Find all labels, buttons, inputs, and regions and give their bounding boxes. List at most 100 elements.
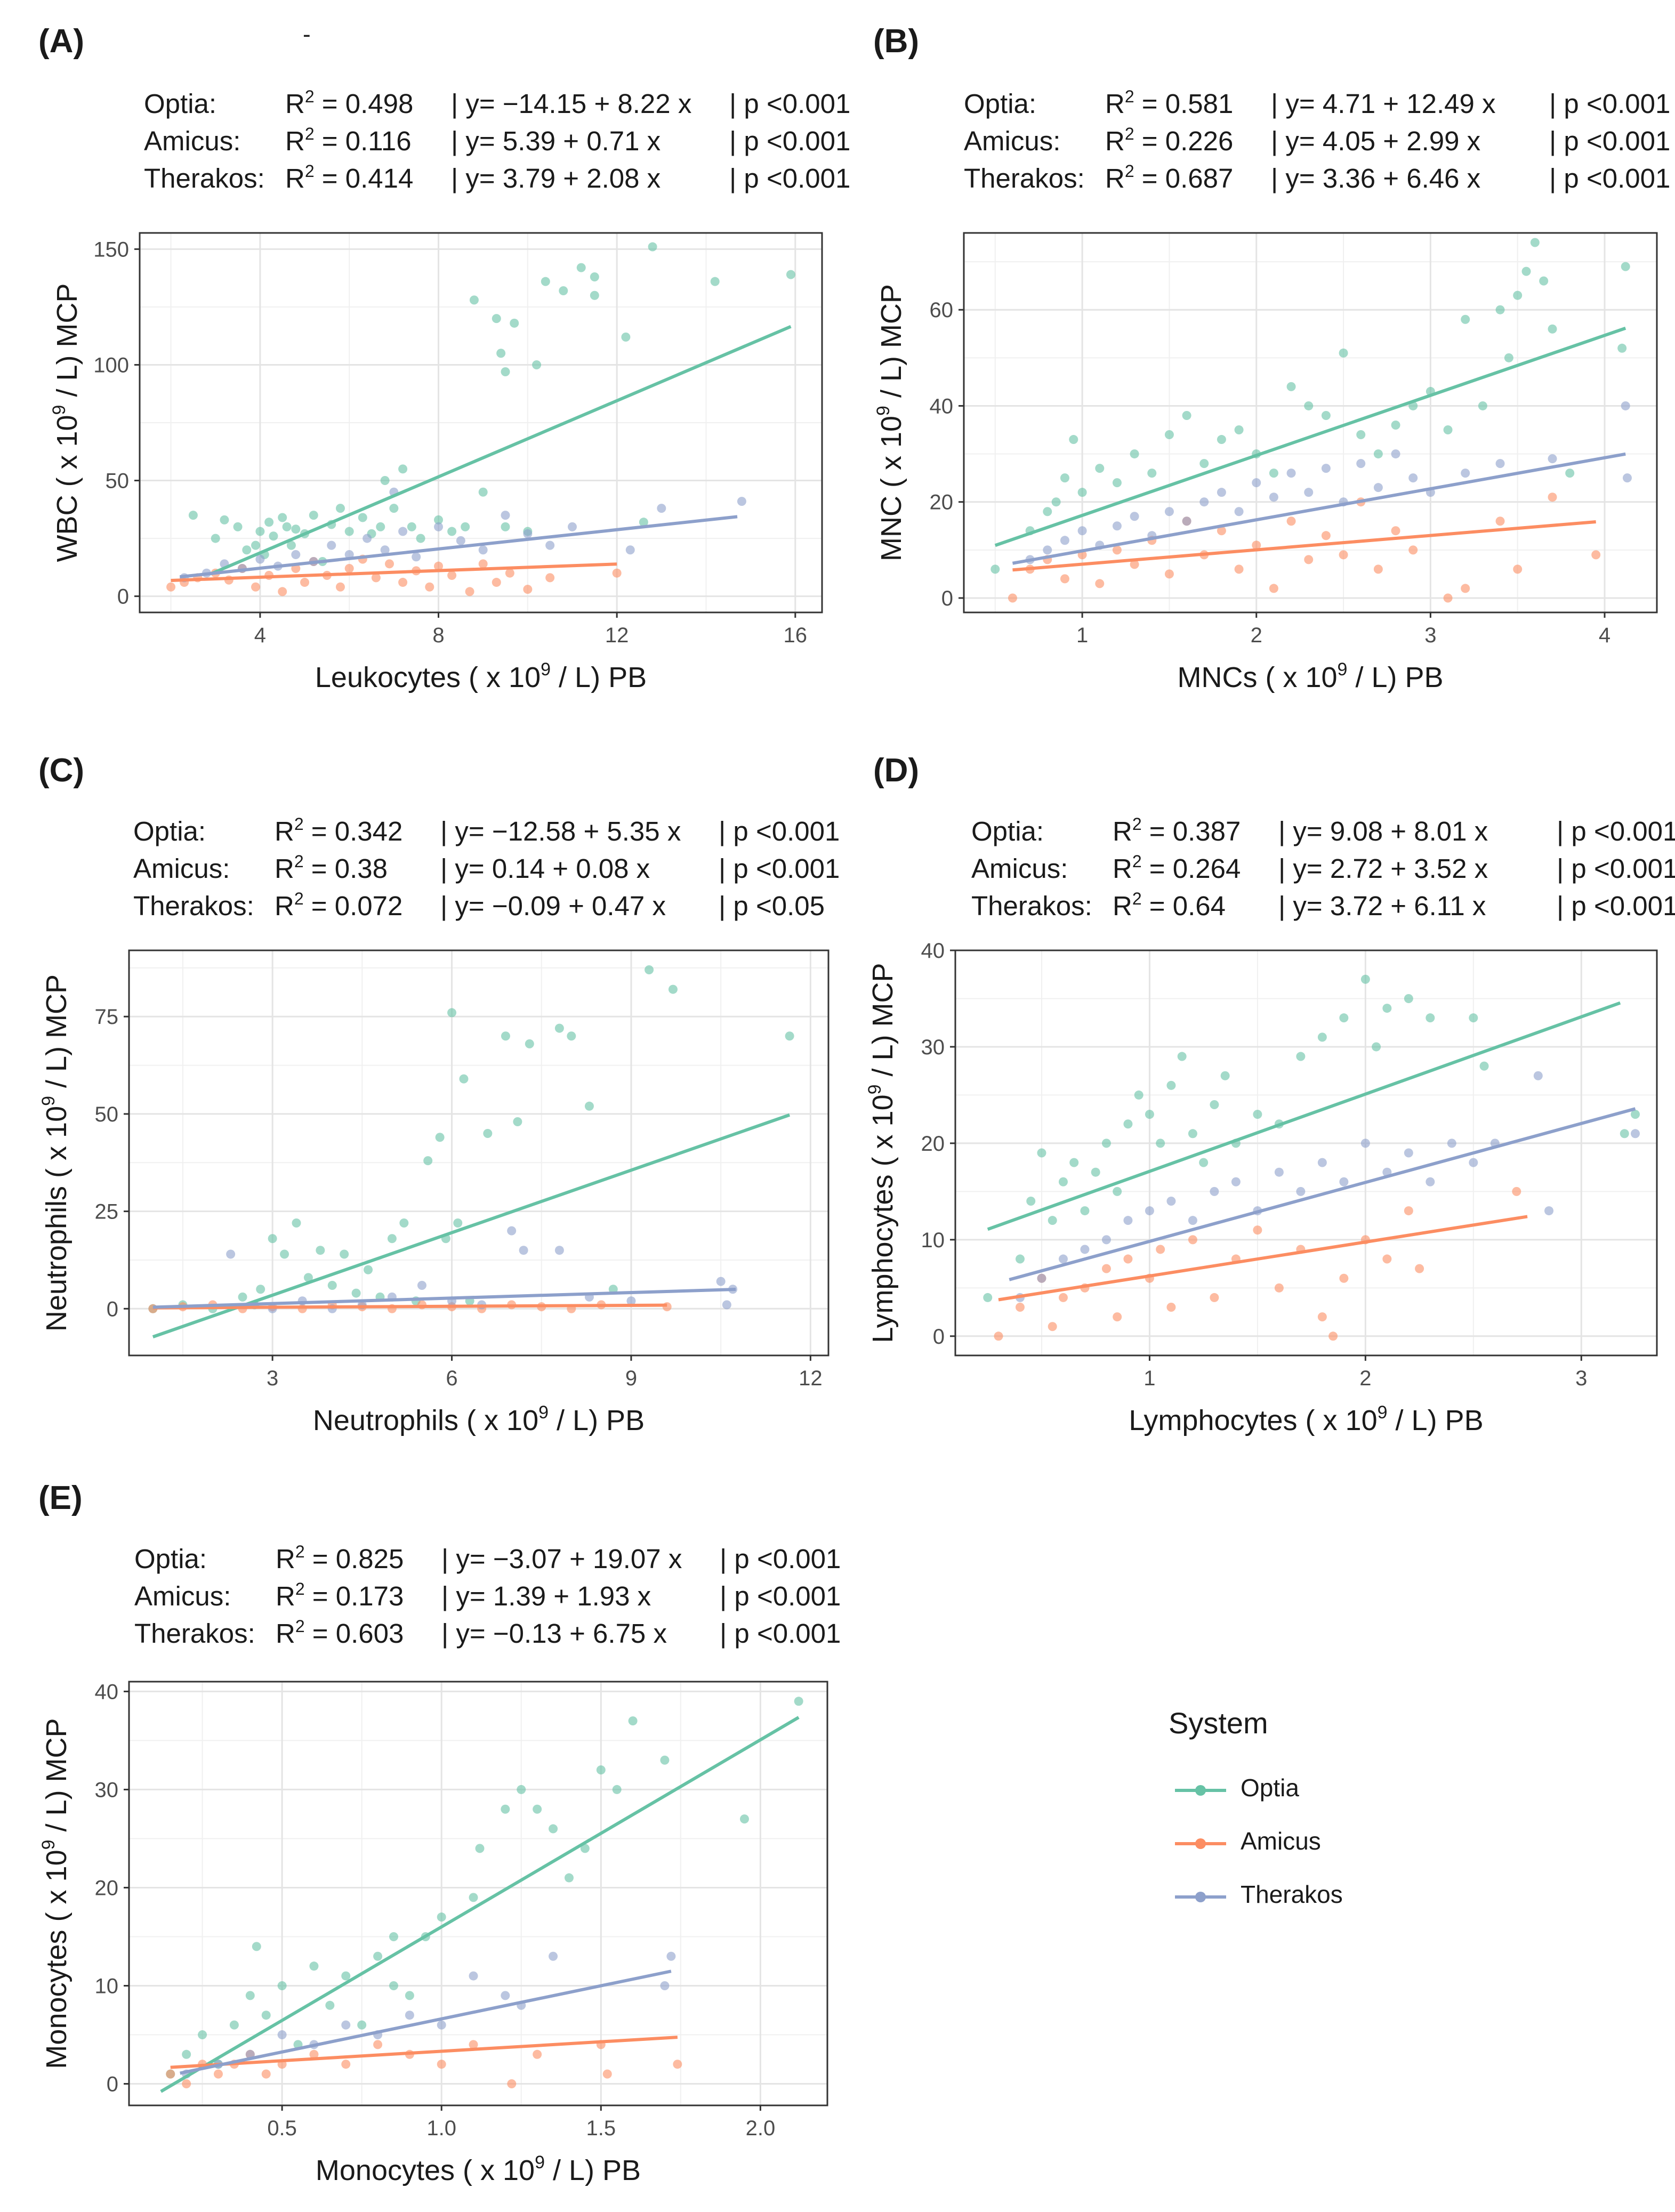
- data-point: [1112, 478, 1122, 488]
- x-axis-label-main: Lymphocytes ( x 10: [1129, 1404, 1377, 1436]
- legend-key-amicus: [1175, 1838, 1226, 1849]
- series-therakos: [1015, 1071, 1640, 1302]
- stats-system: Amicus:: [133, 853, 230, 884]
- data-point: [417, 1280, 426, 1290]
- data-point: [1373, 564, 1383, 574]
- data-point: [398, 527, 408, 536]
- data-point: [447, 527, 457, 536]
- x-tick-label: 12: [799, 1367, 823, 1390]
- stats-pvalue: | p <0.05: [719, 891, 825, 921]
- data-point: [376, 522, 385, 531]
- y-axis-label-tail: / L) MCP: [875, 284, 907, 406]
- data-point: [1478, 401, 1487, 410]
- data-point: [1317, 1312, 1327, 1322]
- data-point: [277, 1981, 287, 1990]
- data-point: [453, 1218, 463, 1228]
- y-tick-label: 20: [930, 491, 954, 514]
- data-point: [1408, 473, 1418, 483]
- data-point: [1286, 516, 1296, 526]
- data-point: [469, 2040, 478, 2049]
- y-tick-label: 0: [107, 2073, 118, 2096]
- data-point: [478, 559, 488, 569]
- data-point: [660, 1755, 670, 1765]
- data-point: [1252, 540, 1261, 550]
- data-point: [510, 318, 519, 328]
- data-point: [384, 559, 394, 569]
- data-point: [416, 534, 425, 543]
- data-point: [657, 504, 666, 513]
- data-point: [1495, 459, 1505, 469]
- data-point: [1069, 1158, 1079, 1167]
- x-axis-label-tail: / L) PB: [1388, 1404, 1484, 1436]
- data-point: [666, 1951, 676, 1961]
- data-point: [1182, 516, 1191, 526]
- data-point: [1210, 1100, 1219, 1110]
- data-point: [1408, 545, 1418, 555]
- data-point: [710, 277, 720, 286]
- y-tick-label: 20: [95, 1876, 119, 1900]
- data-point: [1058, 1293, 1068, 1302]
- data-point: [425, 582, 434, 592]
- data-point: [278, 513, 287, 522]
- x-axis-label-exp: 9: [538, 1402, 549, 1423]
- y-tick-label: 50: [95, 1103, 119, 1126]
- data-point: [461, 522, 470, 531]
- data-point: [1504, 353, 1513, 362]
- y-axis-label-tail: / L) MCP: [41, 974, 73, 1096]
- data-point: [1631, 1129, 1640, 1139]
- data-point: [1339, 348, 1348, 358]
- data-point: [1304, 555, 1314, 564]
- y-tick-label: 25: [95, 1200, 119, 1224]
- data-point: [602, 2069, 612, 2079]
- stats-r2-value: 0.342: [334, 816, 403, 846]
- data-point: [166, 582, 176, 592]
- y-axis-label-main: WBC ( x 10: [51, 415, 83, 562]
- data-point: [501, 1991, 510, 2000]
- plot-background: [129, 1682, 827, 2105]
- stats-system: Amicus:: [134, 1581, 231, 1611]
- fit-line-optia: [152, 1113, 791, 1338]
- data-point: [286, 540, 296, 550]
- data-point: [1080, 1206, 1090, 1216]
- data-point: [335, 582, 345, 592]
- stats-r2: R2 = 0.64: [1113, 889, 1226, 921]
- data-point: [1539, 276, 1549, 286]
- stats-pvalue: | p <0.001: [1557, 891, 1675, 921]
- data-point: [226, 1249, 236, 1259]
- fit-line-optia: [987, 1001, 1621, 1231]
- fit-line-therakos: [1009, 1107, 1636, 1281]
- legend-label-amicus: Amicus: [1241, 1827, 1321, 1855]
- data-point: [280, 1249, 289, 1259]
- data-point: [1328, 1331, 1338, 1341]
- data-point: [1112, 521, 1122, 531]
- x-axis-label-exp: 9: [1338, 659, 1348, 680]
- data-point: [1339, 1013, 1349, 1023]
- data-point: [1373, 449, 1383, 459]
- y-axis-label-exp: 9: [873, 406, 893, 416]
- stats-pvalue: | p <0.001: [729, 163, 851, 193]
- legend-key-optia: [1175, 1785, 1226, 1796]
- data-point: [264, 518, 274, 527]
- plot-frame: [128, 949, 830, 1357]
- data-point: [1015, 1303, 1025, 1312]
- data-point: [447, 571, 457, 580]
- series-optia: [983, 974, 1640, 1302]
- data-point: [532, 360, 542, 369]
- plot-background: [129, 950, 828, 1355]
- y-axis-label-exp: 9: [38, 1839, 59, 1850]
- stray-dash: -: [303, 21, 311, 47]
- data-point: [496, 349, 506, 358]
- data-point: [1101, 1264, 1111, 1273]
- data-point: [255, 554, 265, 564]
- data-point: [501, 511, 510, 520]
- data-point: [447, 1008, 457, 1018]
- data-point: [1391, 526, 1400, 536]
- y-axis-label-tail: / L) MCP: [41, 1718, 73, 1839]
- data-point: [437, 1912, 446, 1922]
- stats-system: Therakos:: [134, 1618, 255, 1649]
- data-point: [437, 2060, 446, 2069]
- data-point: [198, 2030, 207, 2039]
- data-point: [434, 522, 444, 531]
